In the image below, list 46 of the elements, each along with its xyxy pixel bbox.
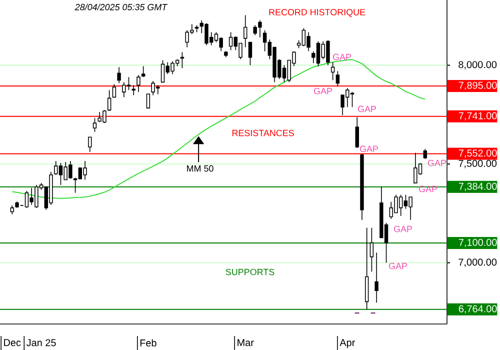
annotation: – — [354, 312, 360, 314]
x-tick-label: Jan 25 — [26, 339, 56, 346]
annotation: GAP — [358, 106, 376, 112]
annotation: GAP — [314, 88, 332, 94]
x-tick-label: Mar — [238, 339, 254, 346]
annotation: 28/04/2025 05:35 GMT — [74, 4, 168, 10]
y-tick-label: 7,500.00 — [458, 160, 497, 168]
candlestick — [244, 14, 248, 48]
candlestick — [107, 90, 112, 112]
candlestick — [88, 136, 92, 152]
annotation: RECORD HISTORIQUE — [269, 9, 366, 17]
x-tick-label: Apr — [340, 339, 355, 348]
candlestick — [132, 84, 136, 96]
candlestick — [355, 116, 359, 148]
annotation: GAP — [388, 262, 408, 270]
candlestick — [374, 252, 378, 304]
candlestick — [248, 42, 252, 66]
annotation: GAP — [418, 186, 438, 192]
candlestick — [423, 148, 427, 160]
y-tick-label: 8,000.00 — [458, 61, 497, 70]
annotation: GAP — [394, 226, 412, 232]
text: GAP — [428, 160, 446, 166]
candlestick — [92, 118, 97, 132]
x-tick-label: Dec — [4, 339, 21, 346]
annotation: – — [370, 312, 376, 314]
ref-line-label: 7,741.00 — [458, 112, 497, 120]
candlestick — [112, 84, 116, 98]
annotation: SUPPORTS — [226, 268, 274, 276]
candlestick — [117, 66, 121, 84]
x-tick-label: Feb — [140, 339, 156, 346]
ref-line-label: 7,895.00 — [458, 82, 497, 90]
annotation: MM 50 — [187, 165, 214, 172]
annotation: GAP — [360, 146, 378, 152]
ref-line-label: 7,552.00 — [458, 150, 497, 158]
annotation: RESISTANCES — [232, 130, 294, 136]
candlestick — [336, 70, 340, 87]
ref-line-label: 6,764.00 — [458, 305, 497, 314]
candlestick — [136, 74, 140, 92]
ref-line-label: 7,384.00 — [458, 182, 497, 192]
annotation: GAP — [332, 54, 352, 60]
ref-line-label: 7,100.00 — [458, 238, 497, 248]
candlestick — [330, 62, 335, 81]
candlestick — [146, 94, 150, 108]
candlestick — [141, 66, 146, 78]
y-tick-label: 7,000.00 — [458, 258, 497, 267]
candlestick — [370, 227, 374, 272]
